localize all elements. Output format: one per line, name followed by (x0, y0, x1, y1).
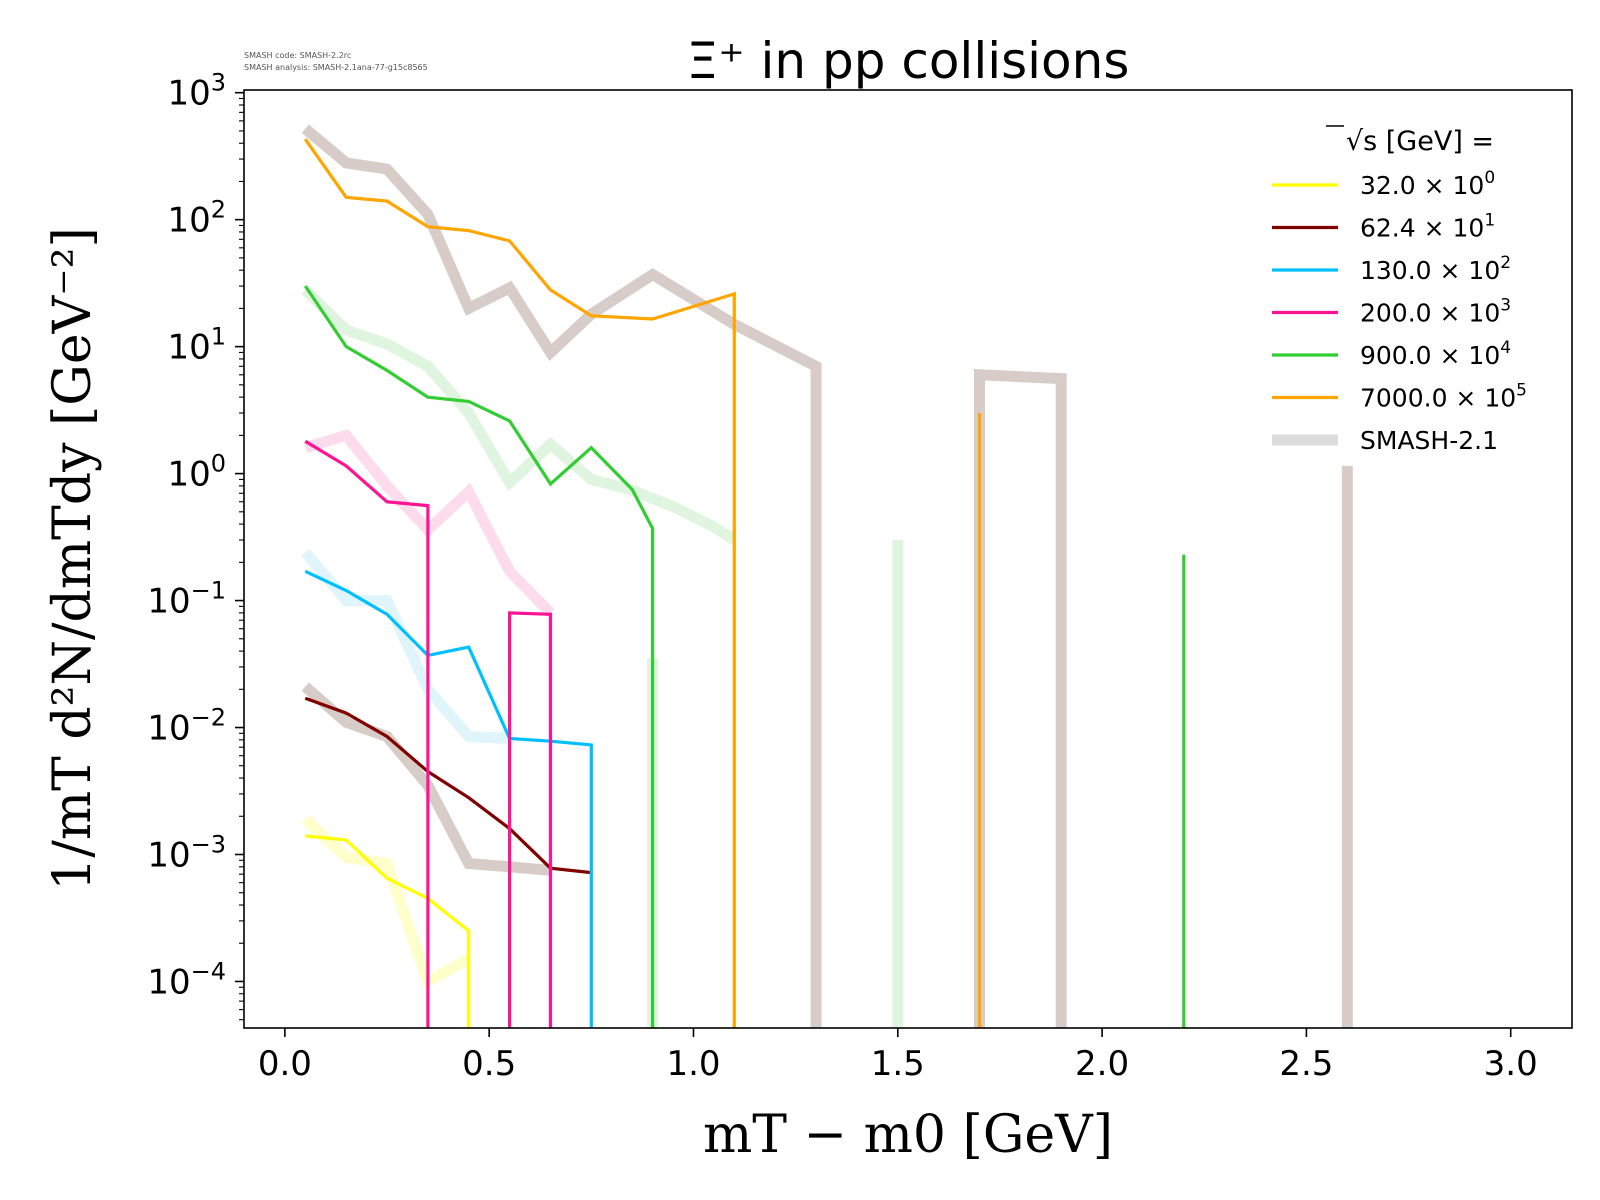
legend-label: 32.0 × 100 (1360, 168, 1495, 200)
legend-label: SMASH-2.1 (1360, 426, 1498, 455)
y-tick-label: 103 (167, 69, 226, 114)
series-line-smash-2-1-7000-0 (301, 124, 822, 1028)
watermark-line-2: SMASH analysis: SMASH-2.1ana-77-g15c8565 (244, 63, 428, 72)
x-tick-label: 0.0 (258, 1044, 312, 1084)
series-line-smash-2-1-7000-0-block (974, 369, 1067, 1028)
watermark-line-1: SMASH code: SMASH-2.2rc (244, 51, 351, 60)
x-tick-label: 2.0 (1075, 1044, 1129, 1084)
series-line-130-0-10-2 (304, 569, 593, 1028)
x-axis-label: mT − m0 [GeV] (703, 1105, 1113, 1165)
y-tick-label: 100 (167, 450, 226, 495)
series-line-smash-2-1-32-0 (301, 815, 472, 990)
series-line-smash-2-1-900-0 (301, 285, 738, 545)
legend-label: 130.0 × 102 (1360, 253, 1511, 285)
y-tick-label: 10−2 (147, 704, 226, 749)
series-line-200-0-10-3 (304, 439, 553, 1028)
y-tick-label: 10−1 (147, 577, 226, 622)
x-tick-label: 1.0 (666, 1044, 720, 1084)
y-tick-label: 10−4 (147, 957, 226, 1002)
y-axis: 10−4 10−3 10−2 10−1 100 101 102 103 (147, 69, 244, 1021)
y-axis-label: 1/mT d²N/dmTdy [GeV⁻²] (43, 227, 103, 890)
y-tick-label: 10−3 (147, 830, 226, 875)
series-line-900-0-10-4 (303, 285, 655, 1028)
series-line-62-4-10-1 (304, 696, 592, 875)
plot-frame (243, 89, 1573, 1029)
legend-label: 62.4 × 101 (1360, 211, 1495, 243)
series-line-smash-2-1-130-0 (301, 548, 510, 744)
series-line-7000-0-10-5 (303, 138, 736, 1028)
legend-label: 900.0 × 104 (1360, 338, 1511, 370)
y-tick-label: 102 (167, 196, 226, 241)
x-tick-label: 1.5 (871, 1044, 925, 1084)
series-layer (301, 124, 1353, 1028)
legend: √s [GeV] = 32.0 × 100 62.4 × 101 130.0 × 1… (1272, 125, 1527, 455)
x-tick-label: 2.5 (1279, 1044, 1333, 1084)
legend-title: √s [GeV] = (1346, 126, 1494, 157)
x-tick-label: 3.0 (1484, 1044, 1538, 1084)
x-tick-label: 0.5 (462, 1044, 516, 1084)
chart-title: Ξ⁺ in pp collisions (687, 32, 1130, 90)
legend-label: 200.0 × 103 (1360, 296, 1511, 328)
x-axis: 0.0 0.5 1.0 1.5 2.0 2.5 3.0 (258, 1028, 1538, 1084)
legend-label: 7000.0 × 105 (1360, 381, 1527, 413)
y-tick-label: 101 (167, 323, 226, 368)
series-line-32-0-10-0 (305, 834, 471, 1028)
